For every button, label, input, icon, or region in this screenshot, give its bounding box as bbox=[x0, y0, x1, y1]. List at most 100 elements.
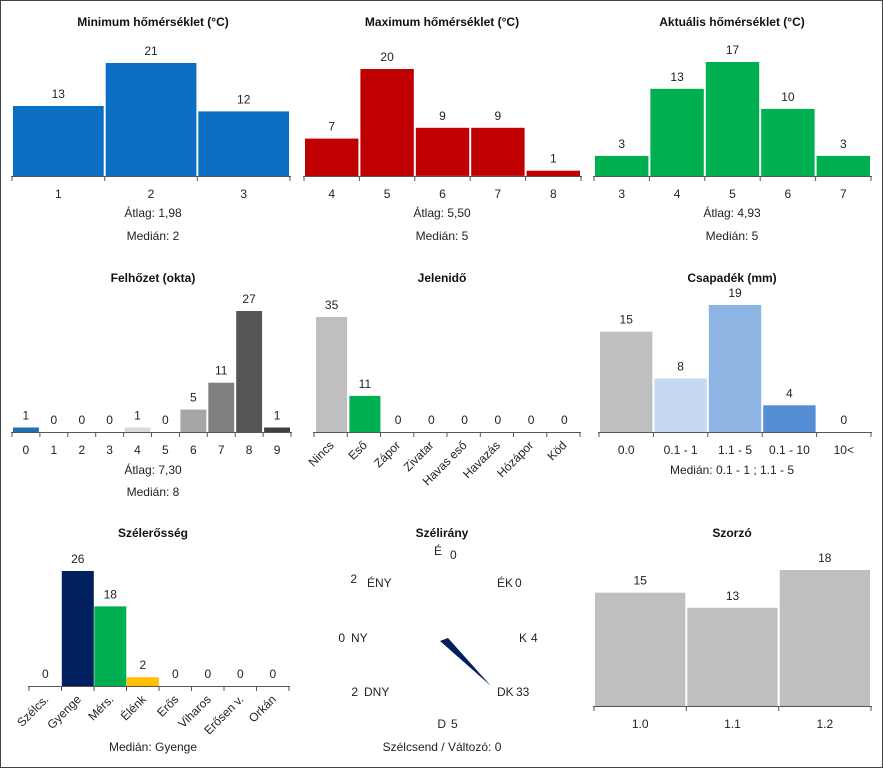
bar bbox=[126, 677, 159, 686]
x-tick-label: 9 bbox=[274, 443, 281, 457]
wind-dir-count-k: 4 bbox=[531, 631, 538, 645]
x-tick-label: 6 bbox=[785, 187, 792, 201]
x-tick-label: 3 bbox=[240, 187, 247, 201]
data-label: 0 bbox=[78, 413, 85, 427]
wind-dir-label-d: D bbox=[437, 717, 446, 731]
x-tick-label: Nincs bbox=[306, 438, 337, 469]
x-tick-label: 5 bbox=[162, 443, 169, 457]
data-label: 9 bbox=[439, 109, 446, 123]
x-tick-label: Köd bbox=[545, 438, 570, 463]
data-label: 11 bbox=[359, 377, 372, 391]
x-tick-label: 7 bbox=[218, 443, 225, 457]
bar bbox=[61, 571, 94, 686]
x-tick-label: 3 bbox=[106, 443, 113, 457]
chart-title: Aktuális hőmérséklet (°C) bbox=[659, 15, 805, 29]
wind-calm-label: Szélcsend / Változó: bbox=[383, 740, 492, 754]
bar bbox=[763, 405, 816, 432]
summary-stat: Átlag: 1,98 bbox=[124, 205, 182, 220]
chart-akt: Aktuális hőmérséklet (°C) 3 3 13 4 17 5 10 6 3 7 Át… bbox=[593, 15, 872, 243]
chart-szorzo: Szorzó 15 1.0 13 1.1 18 1.2 bbox=[593, 526, 872, 731]
wind-dir-count-ek: 0 bbox=[515, 576, 522, 590]
data-label: 0 bbox=[395, 413, 402, 427]
x-tick-label: 5 bbox=[729, 187, 736, 201]
data-label: 0 bbox=[162, 413, 169, 427]
x-tick-label: 0.1 - 1 bbox=[664, 443, 698, 457]
x-tick-label: 2 bbox=[148, 187, 155, 201]
x-tick-label: 0.1 - 10 bbox=[769, 443, 810, 457]
x-tick-label: Hózápor bbox=[494, 438, 536, 480]
data-label: 15 bbox=[620, 313, 634, 327]
x-tick-label: Havazás bbox=[460, 438, 503, 481]
data-label: 2 bbox=[139, 658, 146, 672]
data-label: 0 bbox=[42, 667, 49, 681]
wind-dir-label-eny: ÉNY bbox=[367, 575, 392, 590]
chart-min: Minimum hőmérséklet (°C)131212123Átlag: … bbox=[11, 15, 291, 243]
bar bbox=[13, 427, 39, 432]
data-label: 35 bbox=[325, 298, 339, 312]
bar bbox=[595, 155, 649, 176]
bar bbox=[305, 138, 359, 176]
chart-title: Felhőzet (okta) bbox=[111, 271, 196, 285]
data-label: 1 bbox=[23, 409, 30, 423]
summary-stat: Medián: 8 bbox=[127, 485, 180, 499]
bar bbox=[650, 88, 704, 176]
data-label: 13 bbox=[52, 87, 66, 101]
summary-stat: Átlag: 7,30 bbox=[124, 462, 182, 477]
bar bbox=[526, 170, 580, 176]
chart-title: Szélerősség bbox=[118, 526, 188, 540]
data-label: 11 bbox=[215, 364, 228, 378]
summary-stat: Medián: 5 bbox=[706, 229, 759, 243]
data-label: 18 bbox=[104, 587, 118, 601]
chart-title: Jelenidő bbox=[418, 271, 467, 285]
x-tick-label: 0.0 bbox=[618, 443, 635, 457]
x-tick-label: 0 bbox=[23, 443, 30, 457]
x-tick-label: 1.2 bbox=[816, 717, 833, 731]
data-label: 0 bbox=[561, 413, 568, 427]
data-label: 0 bbox=[50, 413, 57, 427]
wind-direction-arrow bbox=[440, 638, 491, 686]
data-label: 13 bbox=[670, 70, 684, 84]
x-tick-label: 6 bbox=[439, 187, 446, 201]
x-tick-label: 1 bbox=[55, 187, 62, 201]
bar bbox=[708, 305, 762, 432]
data-label: 15 bbox=[634, 574, 648, 588]
bar bbox=[360, 69, 414, 176]
data-label: 18 bbox=[818, 551, 832, 565]
x-tick-label: 8 bbox=[550, 187, 557, 201]
data-label: 17 bbox=[726, 43, 740, 57]
summary-stat: Átlag: 5,50 bbox=[413, 205, 471, 220]
wind-dir-label-ek: ÉK bbox=[497, 575, 513, 590]
x-tick-label: 1.1 bbox=[724, 717, 741, 731]
data-label: 7 bbox=[328, 120, 335, 134]
bar bbox=[779, 570, 870, 706]
wind-dir-count-eny: 2 bbox=[350, 572, 357, 586]
wind-dir-count-d: 5 bbox=[451, 717, 458, 731]
summary-stat: Medián: Gyenge bbox=[109, 740, 197, 754]
bar bbox=[415, 127, 470, 176]
x-tick-label: 5 bbox=[384, 187, 391, 201]
data-label: 0 bbox=[106, 413, 113, 427]
wind-direction-title: Szélirány bbox=[416, 526, 469, 540]
wind-dir-label-ny: NY bbox=[351, 631, 368, 645]
summary-stat: Medián: 0.1 - 1 ; 1.1 - 5 bbox=[670, 463, 794, 477]
chart-title: Szorzó bbox=[712, 526, 751, 540]
chart-max: Maximum hőmérséklet (°C) 7 4 20 5 9 6 9 7 1 8 Átlag… bbox=[303, 15, 582, 243]
bar bbox=[705, 62, 760, 176]
chart-title: Csapadék (mm) bbox=[687, 271, 776, 285]
data-label: 0 bbox=[172, 667, 179, 681]
data-label: 19 bbox=[728, 286, 742, 300]
bar bbox=[180, 409, 207, 432]
wind-dir-count-dk: 33 bbox=[516, 685, 530, 699]
bar bbox=[208, 382, 235, 432]
bar bbox=[124, 427, 151, 432]
bar bbox=[316, 317, 348, 432]
bar bbox=[105, 63, 197, 176]
data-label: 3 bbox=[840, 137, 847, 151]
x-tick-label: 4 bbox=[134, 443, 141, 457]
chart-szel: Szélerősség0Szélcs.26Gyenge18Mérs.2Élénk… bbox=[14, 526, 290, 754]
data-label: 0 bbox=[461, 413, 468, 427]
x-tick-label: 7 bbox=[495, 187, 502, 201]
data-label: 13 bbox=[726, 589, 740, 603]
data-label: 0 bbox=[528, 413, 535, 427]
